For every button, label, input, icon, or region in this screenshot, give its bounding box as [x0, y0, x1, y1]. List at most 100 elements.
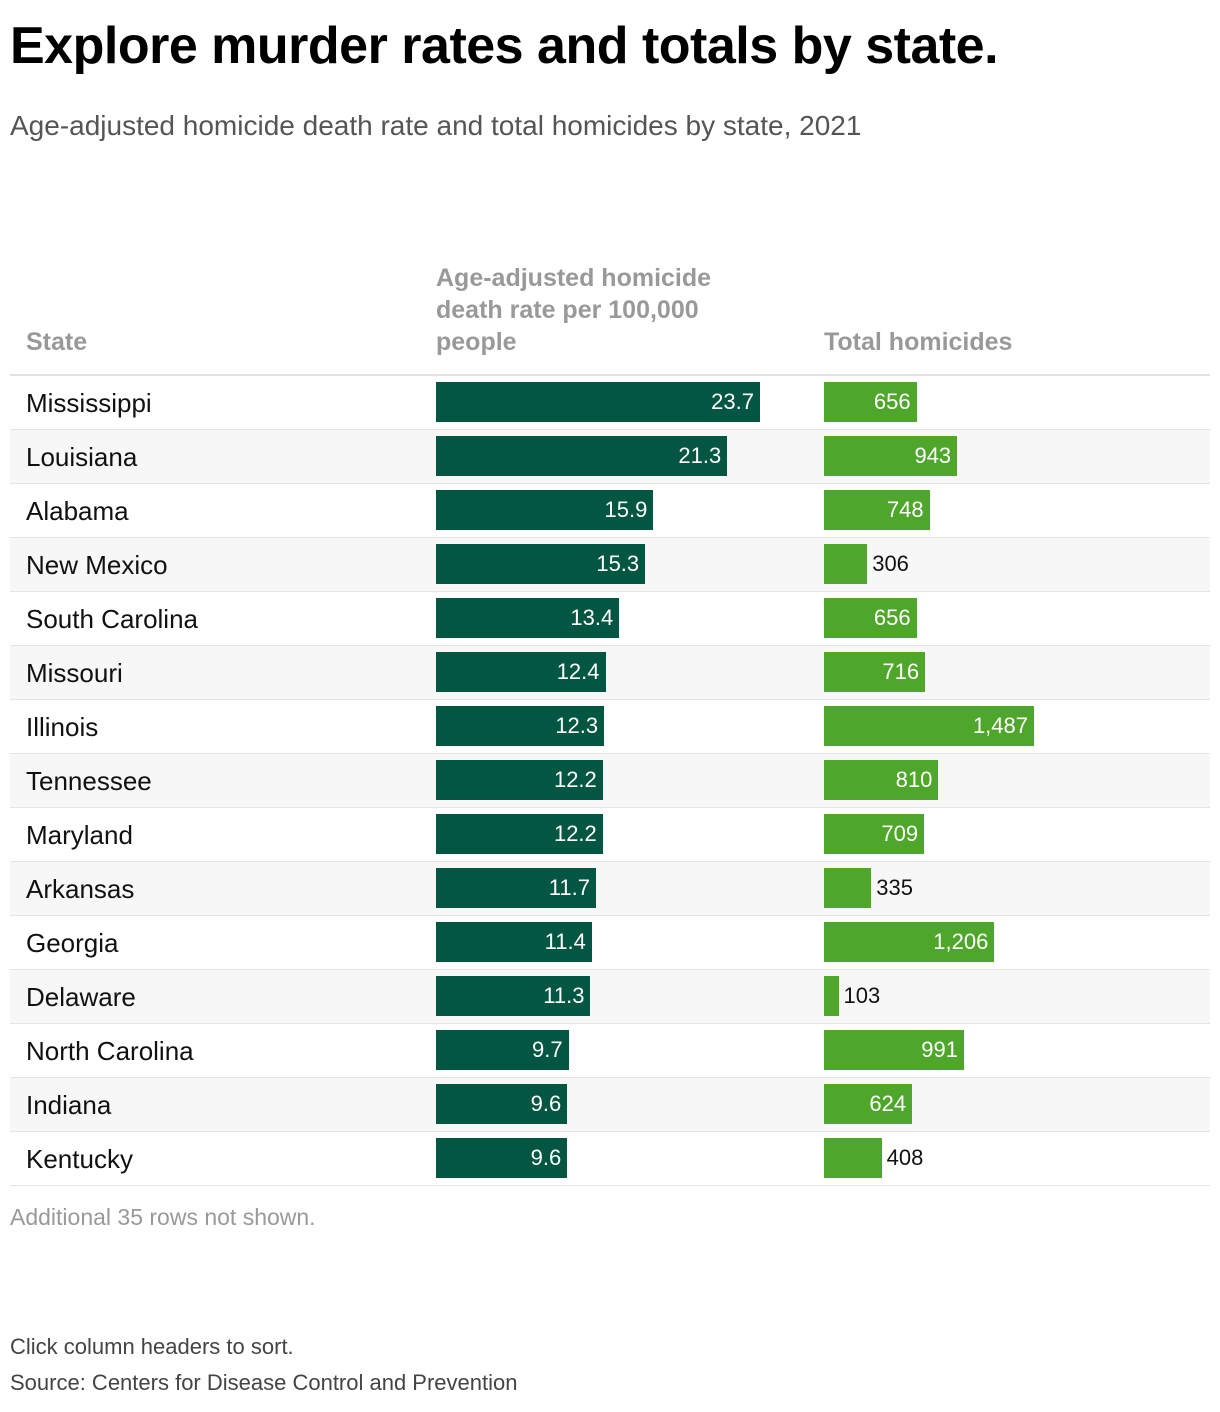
rate-bar [436, 760, 603, 800]
column-header-rate[interactable]: Age-adjusted homicide death rate per 100… [436, 264, 712, 356]
state-name: Tennessee [26, 766, 152, 796]
total-label: 1,206 [933, 929, 989, 954]
source-note: Source: Centers for Disease Control and … [10, 1370, 518, 1395]
state-name: South Carolina [26, 604, 198, 634]
total-bar [824, 490, 930, 530]
total-label: 656 [873, 389, 911, 414]
rate-label: 15.3 [596, 551, 640, 576]
total-bar [824, 1084, 913, 1124]
rate-bar [436, 490, 654, 530]
state-name: Mississippi [26, 388, 152, 418]
state-name: Delaware [26, 982, 136, 1012]
table-row: New Mexico 15.3 306 [10, 538, 1210, 592]
total-bar [824, 1138, 882, 1178]
total-bar [824, 1030, 964, 1070]
table-row: Kentucky 9.6 408 [10, 1132, 1210, 1186]
rate-label: 13.4 [570, 605, 614, 630]
rate-label: 21.3 [678, 443, 722, 468]
rate-bar [436, 544, 646, 584]
rows-hidden-note: Additional 35 rows not shown. [10, 1204, 316, 1230]
total-label: 748 [886, 497, 924, 522]
rate-label: 9.6 [530, 1091, 562, 1116]
state-name: Arkansas [26, 874, 135, 904]
table-row: Illinois 12.3 1,487 [10, 700, 1210, 754]
total-bar [824, 652, 926, 692]
rate-bar [436, 922, 592, 962]
total-label: 709 [881, 821, 919, 846]
table-row: Tennessee 12.2 810 [10, 754, 1210, 808]
state-name: Indiana [26, 1090, 112, 1120]
rate-label: 11.4 [544, 929, 586, 954]
table-row: South Carolina 13.4 656 [10, 592, 1210, 646]
sort-hint: Click column headers to sort. [10, 1334, 294, 1359]
total-bar [824, 760, 939, 800]
table-row: North Carolina 9.7 991 [10, 1024, 1210, 1078]
rate-label: 9.6 [530, 1145, 562, 1170]
rate-bar [436, 868, 596, 908]
rate-label: 12.2 [553, 821, 597, 846]
total-bar [824, 976, 839, 1016]
rate-bar [436, 598, 620, 638]
total-bar [824, 598, 917, 638]
rate-bar [436, 436, 728, 476]
rate-bar [436, 814, 603, 854]
rate-label: 11.7 [548, 875, 590, 900]
total-label: 943 [914, 443, 952, 468]
table-row: Maryland 12.2 709 [10, 808, 1210, 862]
total-label: 991 [921, 1037, 958, 1062]
table-row: Georgia 11.4 1,206 [10, 916, 1210, 970]
state-name: Kentucky [26, 1144, 133, 1174]
rate-bar [436, 652, 606, 692]
table-row: Arkansas 11.7 335 [10, 862, 1210, 916]
column-header-state[interactable]: State [26, 328, 88, 356]
table-row: Indiana 9.6 624 [10, 1078, 1210, 1132]
table-row: Mississippi 23.7 656 [10, 376, 1210, 430]
state-name: New Mexico [26, 550, 168, 580]
rate-bar [436, 976, 591, 1016]
state-name: Alabama [26, 496, 129, 526]
rate-label: 12.2 [553, 767, 597, 792]
rate-bar [436, 1084, 568, 1124]
data-table: State Age-adjusted homicide death rate p… [10, 258, 1210, 1186]
total-label: 408 [886, 1145, 924, 1170]
total-bar [824, 868, 872, 908]
rate-bar [436, 706, 605, 746]
total-bar [824, 436, 958, 476]
state-name: Illinois [26, 712, 99, 742]
rate-bar [436, 1138, 568, 1178]
state-name: Missouri [26, 658, 123, 688]
total-label: 306 [872, 551, 909, 576]
total-bar [824, 706, 1034, 746]
rate-label: 11.3 [543, 983, 585, 1008]
total-bar [824, 814, 925, 854]
total-label: 103 [843, 983, 881, 1008]
chart-subtitle: Age-adjusted homicide death rate and tot… [10, 110, 862, 141]
rate-label: 15.9 [604, 497, 648, 522]
table-row: Alabama 15.9 748 [10, 484, 1210, 538]
total-bar [824, 382, 917, 422]
state-name: Maryland [26, 820, 133, 850]
rate-bar [436, 1030, 569, 1070]
rate-label: 12.3 [555, 713, 599, 738]
total-bar [824, 922, 995, 962]
state-name: Louisiana [26, 442, 138, 472]
column-header-total[interactable]: Total homicides [824, 328, 1013, 356]
table-row: Missouri 12.4 716 [10, 646, 1210, 700]
total-label: 716 [882, 659, 920, 684]
total-label: 1,487 [972, 713, 1028, 738]
table-body: Mississippi 23.7 656 Louisiana 21.3 943 Alabam… [10, 376, 1210, 1186]
total-label: 624 [869, 1091, 907, 1116]
chart-title: Explore murder rates and totals by state… [10, 17, 999, 75]
total-label: 335 [876, 875, 914, 900]
state-name: Georgia [26, 928, 119, 958]
state-name: North Carolina [26, 1036, 194, 1066]
rate-label: 23.7 [711, 389, 754, 414]
table-header: State Age-adjusted homicide death rate p… [10, 258, 1210, 376]
table-row: Louisiana 21.3 943 [10, 430, 1210, 484]
total-label: 810 [895, 767, 933, 792]
rate-bar [436, 382, 760, 422]
rate-label: 9.7 [532, 1037, 563, 1062]
table-row: Delaware 11.3 103 [10, 970, 1210, 1024]
total-label: 656 [873, 605, 911, 630]
rate-label: 12.4 [556, 659, 600, 684]
